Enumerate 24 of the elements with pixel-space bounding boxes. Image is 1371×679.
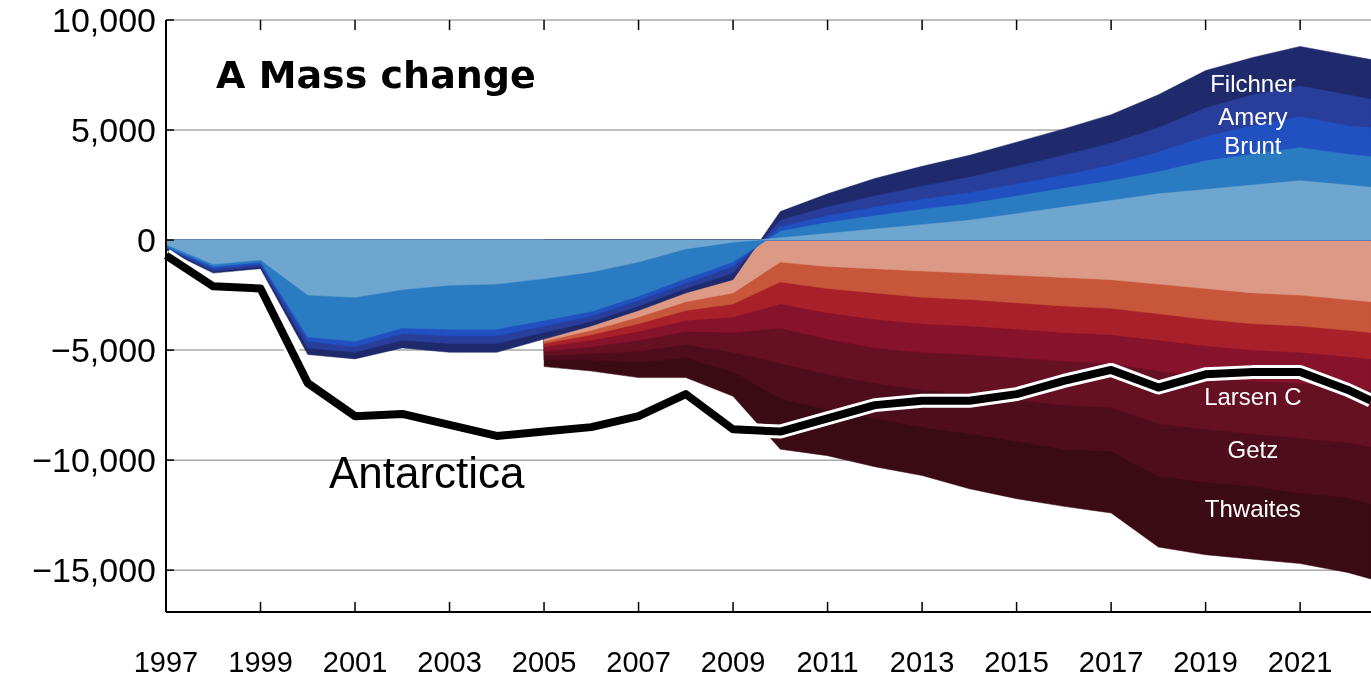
x-tick-label: 2001 (322, 646, 388, 678)
y-tick-label: −5,000 (51, 331, 156, 370)
y-tick-label: 0 (137, 221, 156, 260)
x-tick-label: 2021 (1267, 646, 1333, 678)
text: A Mass change (216, 53, 536, 97)
x-tick-label: 1997 (133, 646, 199, 678)
y-tick-label: 5,000 (70, 111, 156, 150)
x-tick-label: 2003 (417, 646, 482, 678)
x-tick-label: 2009 (700, 646, 766, 678)
x-tick-label: 2005 (511, 646, 577, 678)
y-tick-label: 10,000 (52, 1, 156, 39)
series-label: Thwaites (1204, 494, 1301, 522)
series-label: Larsen C (1204, 383, 1302, 411)
x-tick-label: 2011 (796, 646, 859, 678)
series-label: Antarctica (328, 447, 526, 497)
x-tick-label: 2019 (1173, 646, 1238, 678)
series-label: Getz (1227, 436, 1279, 464)
y-tick-label: −10,000 (32, 441, 156, 480)
x-tick-label: 1999 (228, 646, 293, 678)
x-tick-label: 2013 (889, 646, 955, 678)
x-tick-label: 2017 (1078, 646, 1144, 678)
x-tick-label: 2015 (984, 646, 1049, 678)
y-tick-label: −15,000 (32, 551, 156, 590)
x-tick-label: 2007 (606, 646, 671, 678)
